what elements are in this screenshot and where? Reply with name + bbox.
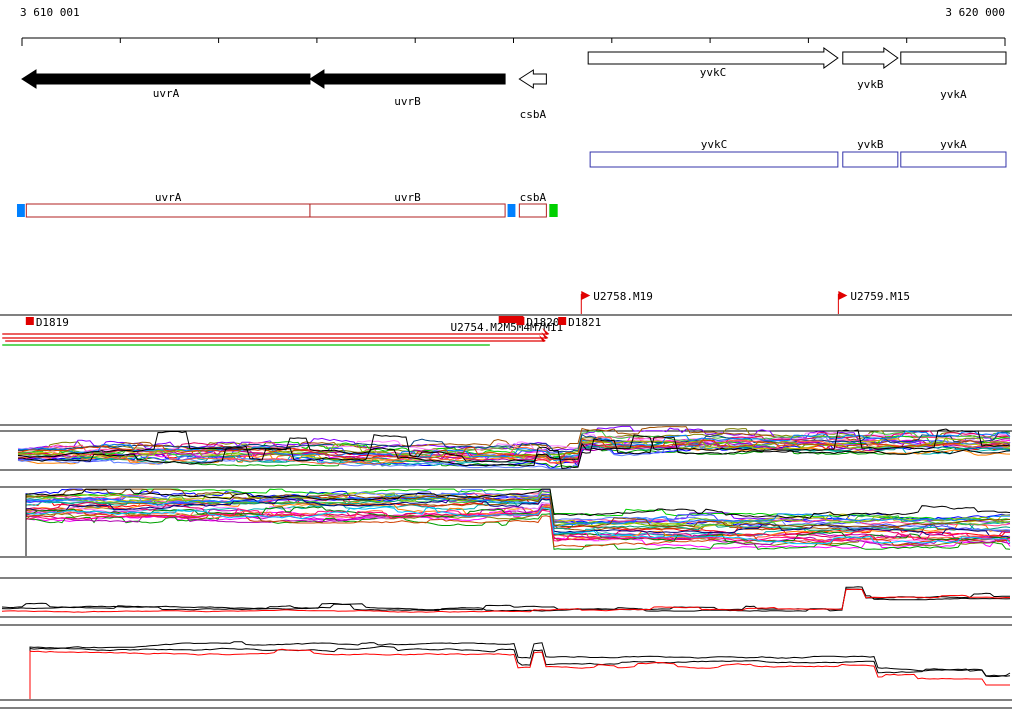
ruler-start-label: 3 610 001 [20, 6, 80, 19]
gene-label-uvrB: uvrB [394, 95, 421, 108]
signal-series [25, 493, 1010, 556]
probe-U2758.M19: U2758.M19 [580, 290, 653, 314]
feature-label-uvrB: uvrB [394, 191, 421, 204]
gene-arrow-uvrA[interactable] [21, 69, 311, 89]
feature-box-uvrA[interactable] [25, 203, 311, 218]
probe-label: D1821 [568, 316, 601, 329]
signal-series [25, 488, 1011, 556]
gene-arrow-csbA[interactable] [518, 69, 547, 89]
gene-label-yvkC: yvkC [700, 66, 727, 79]
signal-series [17, 438, 1011, 466]
signal-series [1, 588, 1011, 613]
signal-series [17, 442, 1011, 463]
gene-label-csbA: csbA [520, 108, 547, 121]
signal-series [17, 438, 1011, 461]
transcript-label-yvkA: yvkA [940, 138, 967, 151]
signal-series [29, 648, 1010, 699]
signal-series [25, 491, 1011, 556]
signal-series [29, 641, 1011, 699]
gene-label-yvkA: yvkA [940, 88, 967, 101]
transcript-label-yvkB: yvkB [857, 138, 884, 151]
gene-label-uvrA: uvrA [153, 87, 180, 100]
probe-marker-icon[interactable] [516, 317, 525, 325]
probe-label: U2758.M19 [593, 290, 653, 303]
gene-label-yvkB: yvkB [857, 78, 884, 91]
feature-cap-green [549, 204, 558, 217]
probe-label: D1820 [526, 316, 559, 329]
transcript-box-yvkC[interactable] [589, 151, 839, 168]
probe-marker-icon[interactable] [511, 316, 519, 323]
signal-series [25, 506, 1011, 556]
probe-D1821: D1821 [558, 316, 601, 329]
probe-marker-icon[interactable] [498, 316, 506, 323]
signal-series [29, 645, 1011, 699]
probe-label: D1819 [36, 316, 69, 329]
gene-arrow-yvkA[interactable] [900, 51, 1007, 65]
signal-series [17, 430, 1011, 462]
feature-box-csbA[interactable] [518, 203, 547, 218]
probe-U2759.M15: U2759.M15 [837, 290, 910, 314]
probe-marker-icon[interactable] [507, 316, 515, 323]
gene-arrow-uvrB[interactable] [309, 69, 506, 89]
signal-series [25, 509, 1011, 556]
probe-signal-track-1 [0, 577, 1012, 626]
amplicon-end-marker [542, 328, 550, 335]
signal-series [17, 428, 1011, 463]
probe-D1819: D1819 [25, 316, 69, 329]
probe-overlap-label: U2754.M2M5M4M7M11 [451, 321, 564, 334]
signal-series [25, 506, 1011, 556]
signal-series [17, 436, 1011, 470]
feature-label-csbA: csbA [520, 191, 547, 204]
amplicon-end-marker [538, 335, 546, 342]
probe-flag-icon[interactable] [581, 291, 591, 300]
feature-label-uvrA: uvrA [155, 191, 182, 204]
transcript-box-yvkA[interactable] [900, 151, 1007, 168]
probe-marker-icon[interactable] [503, 316, 511, 323]
transcript-box-yvkB[interactable] [842, 151, 899, 168]
transcript-label-yvkC: yvkC [701, 138, 728, 151]
signal-series [25, 498, 1011, 556]
tiling-signal-track-2 [0, 486, 1012, 558]
signal-series [1, 586, 1011, 612]
coordinate-ruler: 3 610 001 3 620 000 [20, 6, 1006, 46]
signal-series [17, 436, 1011, 469]
gene-arrow-yvkB[interactable] [842, 47, 899, 69]
feature-box-uvrB[interactable] [309, 203, 506, 218]
signal-series [1, 588, 1010, 611]
signal-series [25, 491, 1011, 556]
signal-series [25, 506, 1011, 556]
probe-D1820: D1820 [516, 316, 560, 329]
probe-label: U2759.M15 [850, 290, 910, 303]
probe-marker-icon[interactable] [558, 317, 567, 325]
feature-cap-blue [507, 204, 516, 217]
signal-series [25, 512, 1011, 556]
gene-arrow-yvkC[interactable] [587, 47, 839, 69]
signal-series [25, 488, 1011, 556]
tiling-signal-track-1 [0, 424, 1012, 471]
probe-flag-icon[interactable] [838, 291, 848, 300]
feature-cap-blue [16, 204, 25, 217]
amplicon-end-marker [541, 332, 549, 339]
ruler-end-label: 3 620 000 [945, 6, 1005, 19]
probe-marker-icon[interactable] [25, 317, 34, 325]
probe-signal-track-2 [0, 641, 1012, 709]
